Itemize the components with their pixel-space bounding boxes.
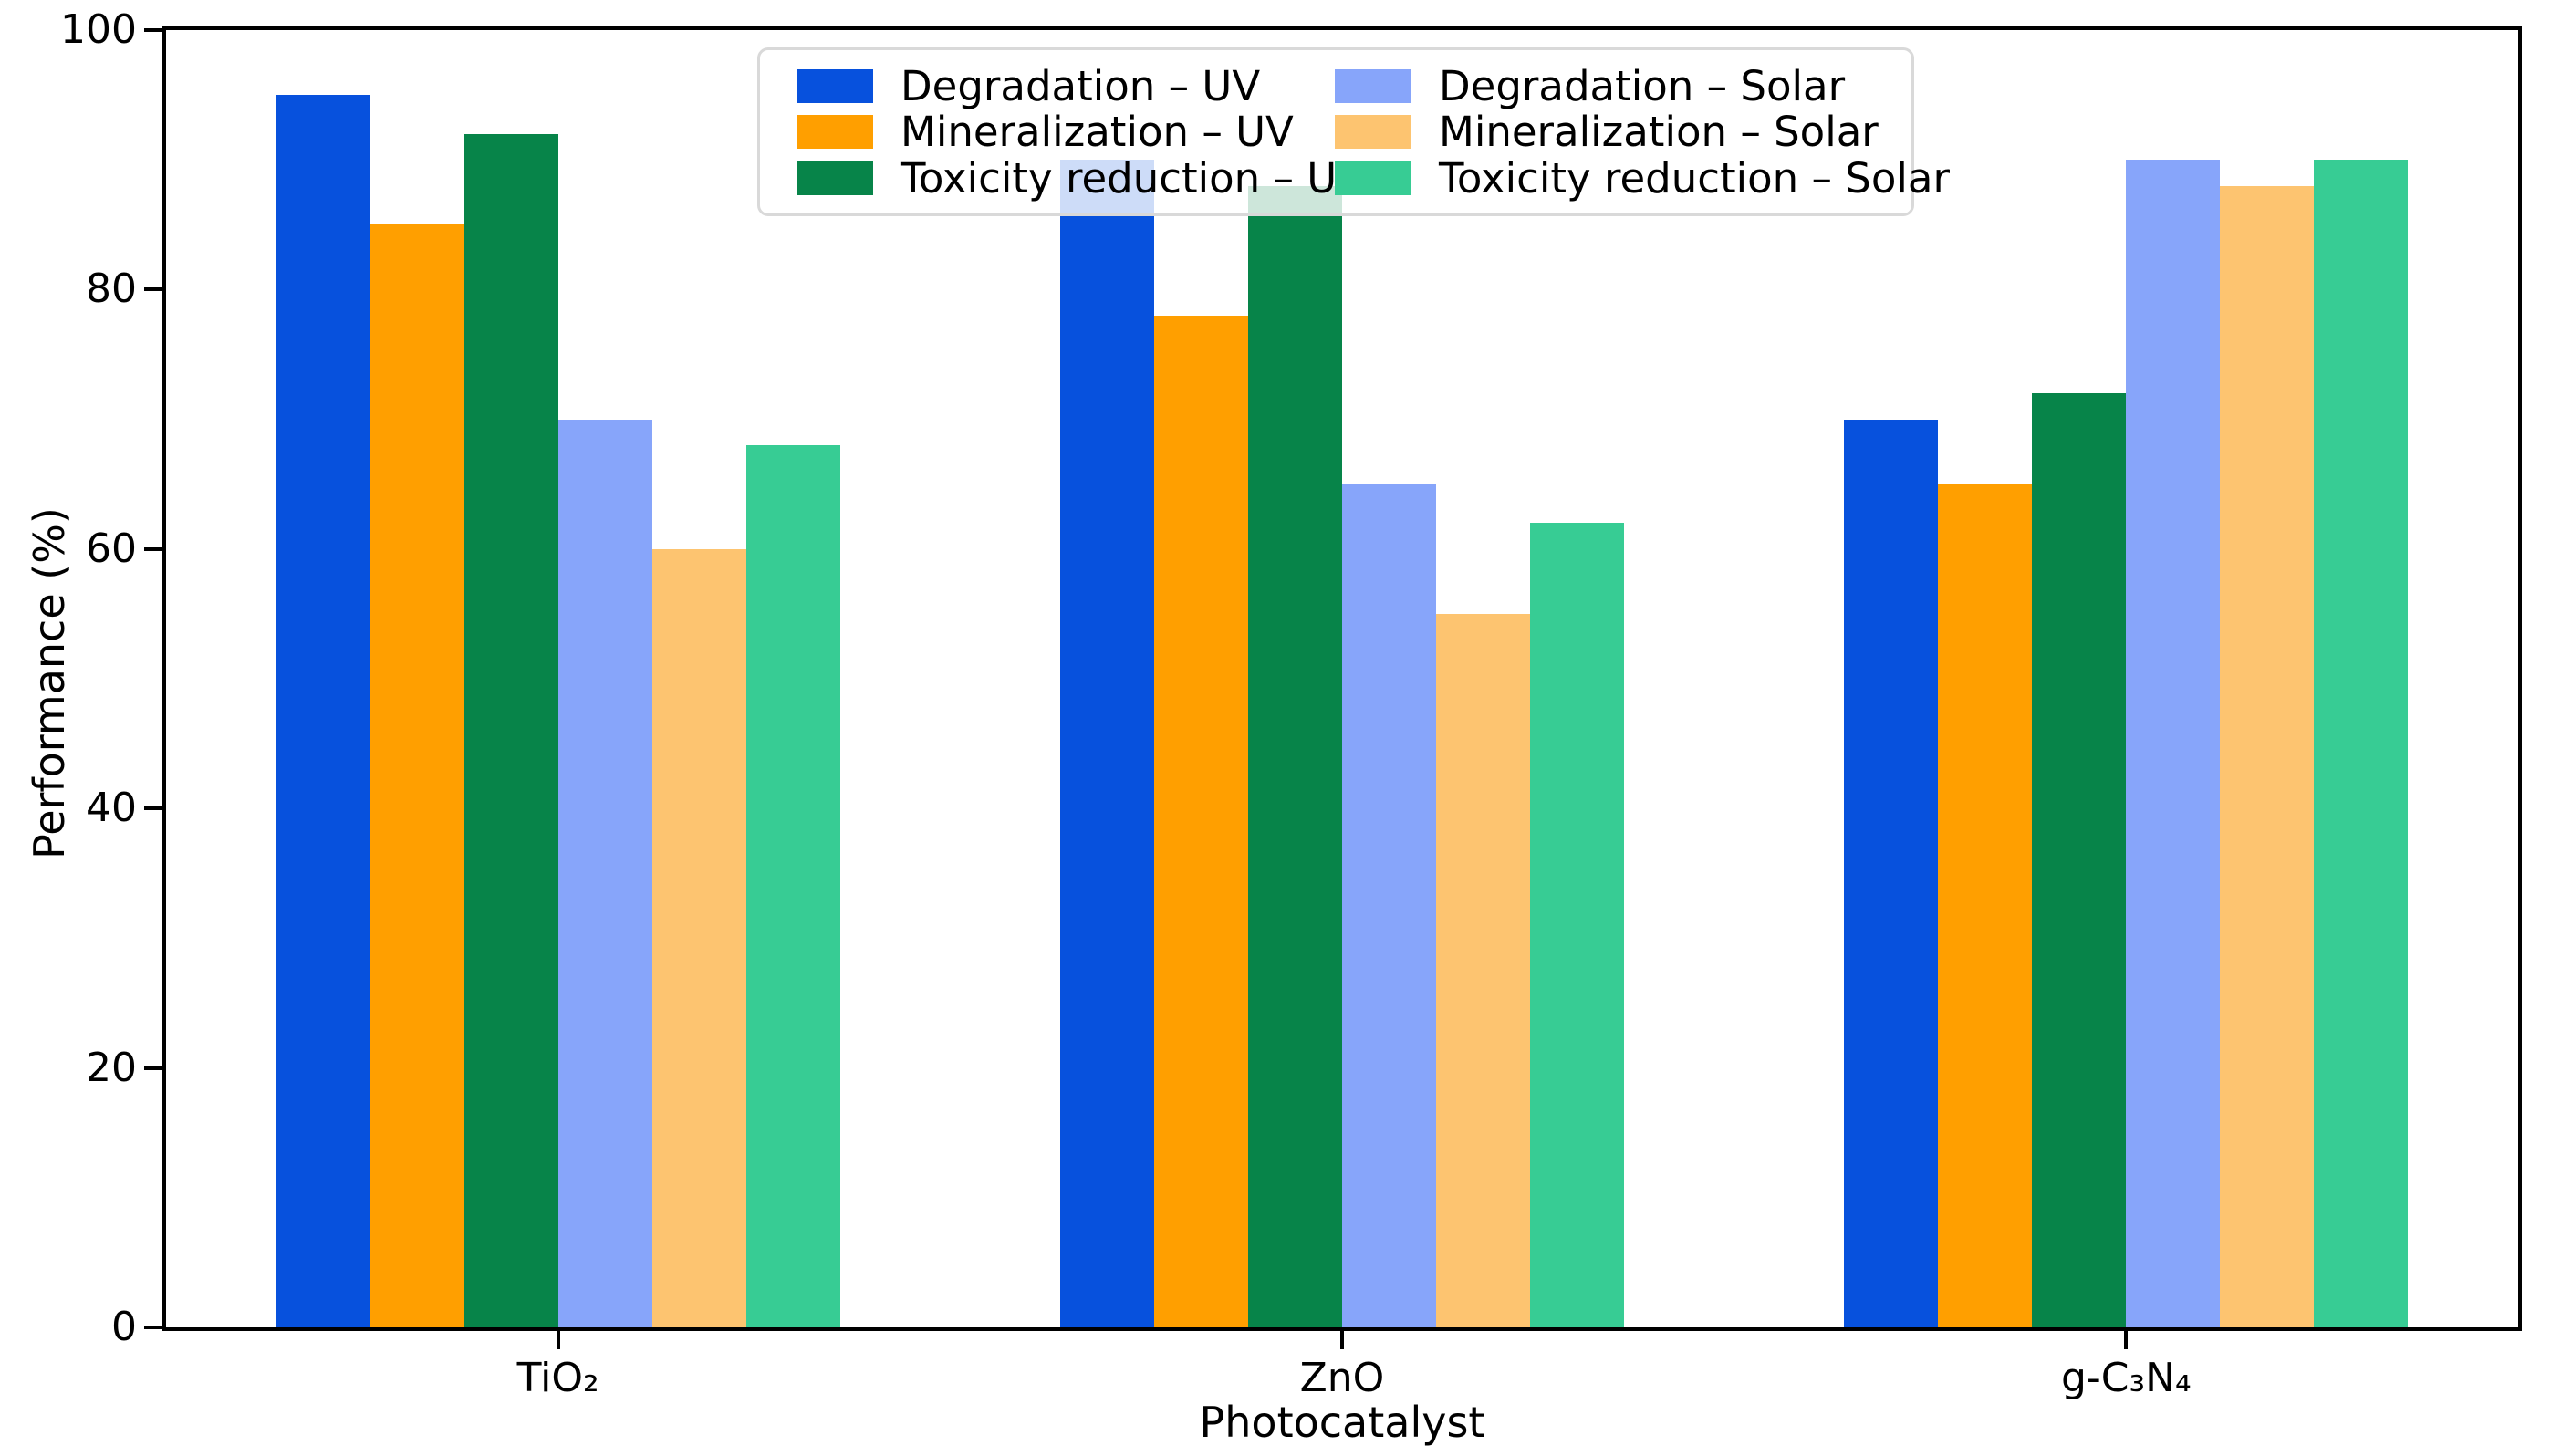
legend-swatch xyxy=(797,68,873,103)
y-tick-mark xyxy=(144,1326,162,1329)
legend-swatch xyxy=(797,161,873,195)
bar xyxy=(1436,613,1530,1327)
legend-item: Toxicity reduction – UV xyxy=(797,154,1365,203)
x-tick-label: TiO₂ xyxy=(516,1355,599,1401)
legend-label: Toxicity reduction – UV xyxy=(901,153,1365,203)
y-tick-label: 80 xyxy=(86,265,137,313)
y-tick-label: 100 xyxy=(60,6,137,53)
bar xyxy=(745,445,840,1327)
bar xyxy=(276,95,370,1327)
bar xyxy=(1938,484,2033,1327)
y-tick-mark xyxy=(144,806,162,811)
legend-label: Toxicity reduction – Solar xyxy=(1439,153,1950,203)
bar xyxy=(2126,160,2221,1327)
legend-item: Toxicity reduction – Solar xyxy=(1335,153,1950,203)
legend-swatch xyxy=(1335,68,1411,103)
bar xyxy=(1248,185,1342,1327)
legend-swatch xyxy=(1335,161,1411,195)
x-tick-mark xyxy=(556,1331,560,1349)
y-tick-mark xyxy=(144,28,162,32)
bar xyxy=(1154,315,1248,1327)
x-tick-label: g-C₃N₄ xyxy=(2060,1355,2192,1401)
bar xyxy=(1060,160,1154,1327)
bar xyxy=(370,224,464,1327)
x-tick-mark xyxy=(2124,1331,2129,1349)
legend-column-uv: Degradation – UV Mineralization – UV Toxic… xyxy=(797,61,1365,203)
y-tick-mark xyxy=(144,1066,162,1070)
plot-area xyxy=(162,26,2522,1331)
x-axis-title: Photocatalyst xyxy=(1199,1398,1485,1447)
legend-label: Mineralization – UV xyxy=(901,108,1294,156)
x-tick-label: ZnO xyxy=(1299,1355,1385,1401)
legend-item: Degradation – Solar xyxy=(1335,61,1950,110)
legend-item: Degradation – UV xyxy=(797,61,1335,110)
y-tick-label: 40 xyxy=(86,785,137,832)
legend-label: Mineralization – Solar xyxy=(1439,108,1879,156)
y-tick-mark xyxy=(144,546,162,551)
y-tick-label: 60 xyxy=(86,525,137,572)
bar xyxy=(651,548,746,1327)
legend-item: Mineralization – UV xyxy=(797,108,1335,156)
y-tick-label: 0 xyxy=(111,1304,137,1350)
legend-label: Degradation – UV xyxy=(901,61,1261,110)
bar xyxy=(2032,393,2127,1327)
y-tick-label: 20 xyxy=(86,1044,137,1091)
bar xyxy=(1844,419,1939,1327)
legend-label: Degradation – Solar xyxy=(1439,61,1846,110)
bar xyxy=(2220,185,2315,1327)
bar xyxy=(2314,160,2409,1327)
bar xyxy=(1530,523,1624,1327)
legend-item: Mineralization – Solar xyxy=(1335,108,1950,156)
legend-column-solar: Degradation – Solar Mineralization – Sola… xyxy=(1335,61,1950,203)
legend-swatch xyxy=(797,115,873,149)
x-tick-mark xyxy=(1340,1331,1344,1349)
y-tick-mark xyxy=(144,287,162,292)
bar xyxy=(463,133,558,1327)
bar xyxy=(557,419,652,1327)
legend: Degradation – UV Mineralization – UV Toxic… xyxy=(757,47,1950,216)
bar xyxy=(1342,484,1436,1327)
legend-swatch xyxy=(1335,115,1411,149)
